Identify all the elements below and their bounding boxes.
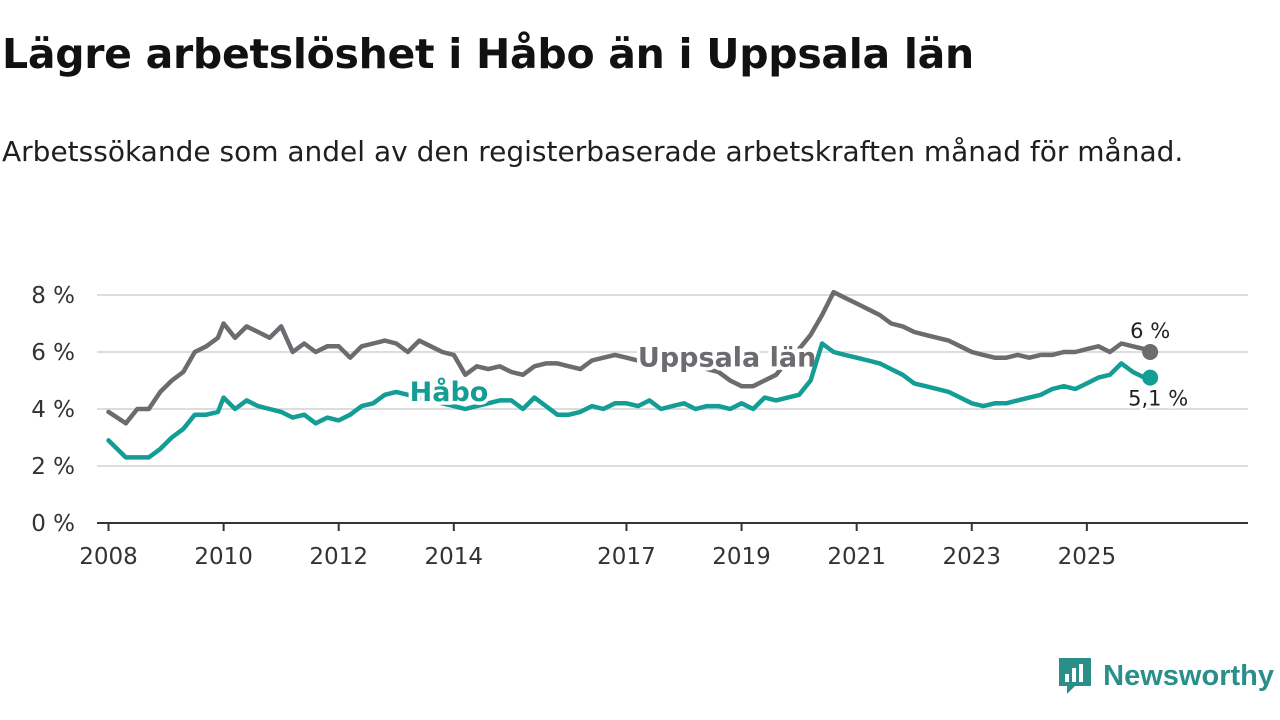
series-label: Håbo [410,376,489,408]
end-point [1142,344,1159,360]
subtitle: Arbetssökande som andel av den registerb… [2,135,1184,168]
x-tick-label: 2012 [309,544,368,570]
x-tick-label: 2023 [942,544,1001,570]
habo-line [106,341,1153,460]
x-tick-label: 2021 [827,544,886,570]
x-tick-label: 2025 [1058,544,1117,570]
end-value-label: 6 % [1130,319,1170,343]
page-title: Lägre arbetslöshet i Håbo än i Uppsala l… [2,30,974,78]
y-tick-label: 2 % [31,454,75,480]
brand-logo[interactable]: Newsworthy [1057,656,1274,696]
brand-name: Newsworthy [1103,659,1274,692]
y-tick-label: 6 % [31,340,75,366]
y-tick-label: 4 % [31,397,75,423]
uppsala-lan-line [106,289,1153,426]
series-label: Uppsala län [638,343,816,374]
y-tick-label: 0 % [31,511,75,537]
x-tick-label: 2010 [194,544,253,570]
end-point [1142,369,1159,386]
x-tick-label: 2008 [79,544,138,570]
x-tick-label: 2014 [425,544,484,570]
x-tick-label: 2019 [712,544,771,570]
x-tick-label: 2017 [597,544,656,570]
end-value-label: 5,1 % [1128,387,1188,411]
line-chart: 0 % 2 % 4 % 6 % 8 % 2008 2010 2012 2014 2017 2019 2… [31,283,1248,570]
newsworthy-logo-icon [1059,658,1092,694]
y-tick-label: 8 % [31,283,75,309]
